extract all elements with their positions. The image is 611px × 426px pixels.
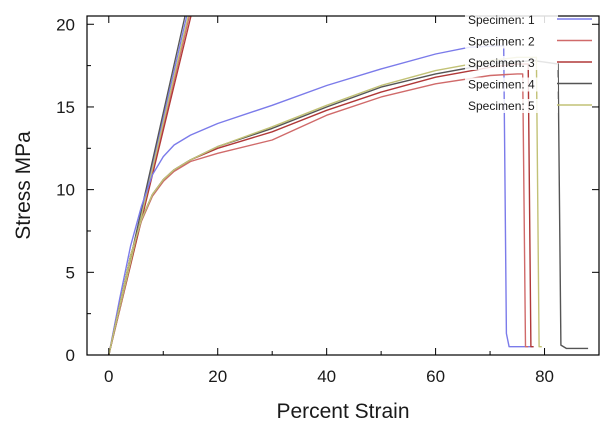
y-tick-label: 20 xyxy=(56,15,75,34)
legend-backdrop xyxy=(465,99,558,113)
y-tick-label: 10 xyxy=(56,181,75,200)
x-axis-title: Percent Strain xyxy=(276,400,409,423)
x-tick-label: 40 xyxy=(317,367,336,386)
legend-label-specimen-3: Specimen: 3 xyxy=(468,56,535,70)
legend-backdrop xyxy=(465,34,558,49)
plot-frame xyxy=(86,15,600,356)
legend-backdrop xyxy=(465,77,558,92)
y-tick-label: 5 xyxy=(66,263,75,282)
x-tick-label: 20 xyxy=(208,367,227,386)
series-line-specimen-2 xyxy=(108,73,529,355)
legend: Specimen: 1 Specimen: 2 Specimen: 3 Specime… xyxy=(465,13,592,113)
x-tick-label: 60 xyxy=(426,367,445,386)
y-axis-title: Stress MPa xyxy=(12,131,35,240)
x-tick-label: 0 xyxy=(104,367,113,386)
axis-ticks: 0 20 40 60 80 0 5 10 15 20 xyxy=(56,15,599,386)
x-tick-label: 80 xyxy=(535,367,554,386)
legend-backdrop xyxy=(465,13,558,27)
y-tick-label: 0 xyxy=(66,346,75,365)
legend-label-specimen-5: Specimen: 5 xyxy=(468,99,535,113)
legend-label-specimen-2: Specimen: 2 xyxy=(468,35,535,49)
series-line-specimen-1 xyxy=(108,45,534,355)
legend-label-specimen-4: Specimen: 4 xyxy=(468,78,535,92)
legend-backdrop xyxy=(465,56,558,70)
legend-label-specimen-1: Specimen: 1 xyxy=(468,13,535,27)
y-tick-label: 15 xyxy=(56,98,75,117)
